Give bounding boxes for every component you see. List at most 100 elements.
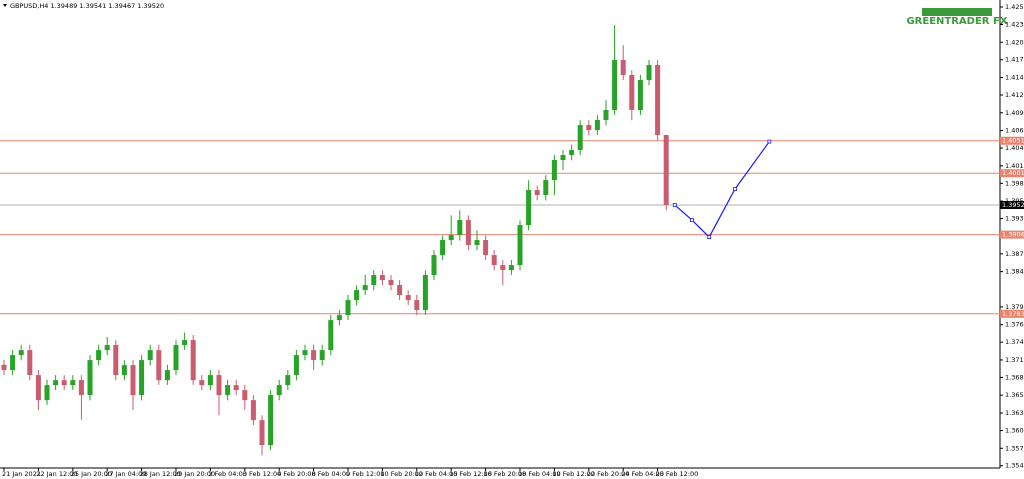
x-tick-label: 15 Feb 12:00 <box>449 470 492 478</box>
candle-body <box>551 160 557 181</box>
candle-body <box>199 380 205 386</box>
chart-header: GBPUSD,H4 1.39489 1.39541 1.39467 1.3952… <box>10 2 164 10</box>
candle-body <box>569 150 575 156</box>
current-price-box <box>1000 200 1024 209</box>
candle-body <box>259 420 265 446</box>
candle-body <box>139 360 145 396</box>
y-tick-label: 1.36035 <box>1005 426 1024 434</box>
candle-body <box>319 350 325 361</box>
candle-body <box>156 350 162 381</box>
candle-body <box>414 300 420 311</box>
candle-body <box>242 390 248 401</box>
candle-body <box>276 385 282 396</box>
header-arrow <box>3 4 7 7</box>
candle-body <box>207 375 213 386</box>
candle-body <box>328 320 334 351</box>
candle-body <box>620 59 626 75</box>
candle-body <box>448 235 454 241</box>
projection-point <box>733 187 737 191</box>
candle-body <box>44 385 50 401</box>
y-tick-label: 1.37400 <box>1005 338 1024 346</box>
candle-body <box>250 400 256 421</box>
candle-body <box>594 120 600 131</box>
y-tick-label: 1.42310 <box>1005 20 1024 28</box>
x-tick-label: 19 Feb 12:00 <box>552 470 595 478</box>
candle-body <box>61 380 67 386</box>
level-label: 1.39062 <box>1002 231 1024 239</box>
candle-body <box>233 385 239 391</box>
candle-body <box>646 65 652 81</box>
y-tick-label: 1.36855 <box>1005 373 1024 381</box>
x-tick-label: 16 Feb 20:00 <box>484 470 527 478</box>
current-price-label: 1.39520 <box>1002 201 1024 209</box>
x-tick-label: 29 Jan 20:00 <box>174 470 215 478</box>
x-tick-label: 24 Feb 04:00 <box>621 470 664 478</box>
candle-body <box>311 350 317 361</box>
candle-body <box>225 385 231 396</box>
candle-body <box>543 180 549 196</box>
y-tick-label: 1.41765 <box>1005 56 1024 64</box>
candle-body <box>53 380 59 386</box>
candle-body <box>18 350 24 356</box>
candle-body <box>629 74 635 110</box>
candle-body <box>130 365 136 396</box>
candle-body <box>586 125 592 131</box>
y-tick-label: 1.40945 <box>1005 109 1024 117</box>
candle-body <box>285 375 291 386</box>
candle-body <box>577 125 583 151</box>
candle-body <box>560 155 566 161</box>
candle-body <box>182 340 188 346</box>
candle-body <box>663 135 669 205</box>
candle-body <box>70 380 76 386</box>
y-tick-label: 1.37945 <box>1005 303 1024 311</box>
y-tick-label: 1.35490 <box>1005 462 1024 470</box>
x-tick-label: 4 Feb 20:00 <box>277 470 316 478</box>
candle-body <box>474 240 480 246</box>
level-label: 1.40513 <box>1002 137 1024 145</box>
y-tick-label: 1.36305 <box>1005 409 1024 417</box>
candle-body <box>345 300 351 316</box>
candle-body <box>354 290 360 301</box>
x-tick-label: 2 Feb 04:00 <box>208 470 247 478</box>
candle-body <box>35 375 41 401</box>
candle-body <box>371 275 377 286</box>
candle-body <box>526 190 532 226</box>
x-tick-label: 25 Jan 20:00 <box>71 470 112 478</box>
candle-body <box>612 59 618 110</box>
projection-point <box>707 235 712 239</box>
candle-body <box>655 65 661 136</box>
projection-point <box>672 203 677 207</box>
y-tick-label: 1.40400 <box>1005 144 1024 152</box>
x-tick-label: 22 Feb 20:00 <box>587 470 630 478</box>
y-tick-label: 1.41220 <box>1005 91 1024 99</box>
level-label: 1.37838 <box>1002 310 1024 318</box>
candle-body <box>440 240 446 256</box>
y-tick-label: 1.40670 <box>1005 127 1024 135</box>
candle-body <box>637 80 643 110</box>
candle-body <box>164 370 170 381</box>
y-tick-label: 1.38490 <box>1005 268 1024 276</box>
candle-body <box>78 380 84 396</box>
y-tick-label: 1.42580 <box>1005 3 1024 11</box>
candle-body <box>379 275 385 281</box>
projection-point <box>690 218 694 222</box>
logo-roof <box>922 8 992 16</box>
y-tick-label: 1.35760 <box>1005 444 1024 452</box>
candle-body <box>431 255 437 276</box>
x-tick-label: 25 Feb 12:00 <box>656 470 699 478</box>
candle-body <box>293 355 299 376</box>
logo-text: GREENTRADER FX <box>906 16 1007 27</box>
candle-body <box>173 345 179 371</box>
candle-body <box>96 350 102 361</box>
x-tick-label: 9 Feb 12:00 <box>346 470 385 478</box>
candle-body <box>500 265 506 271</box>
candle-body <box>517 225 523 266</box>
candle-body <box>216 375 222 396</box>
candle-body <box>121 365 127 376</box>
level-label-box <box>1000 309 1024 318</box>
x-tick-label: 18 Feb 04:00 <box>518 470 561 478</box>
y-tick-label: 1.42035 <box>1005 38 1024 46</box>
candle-body <box>1 364 7 371</box>
